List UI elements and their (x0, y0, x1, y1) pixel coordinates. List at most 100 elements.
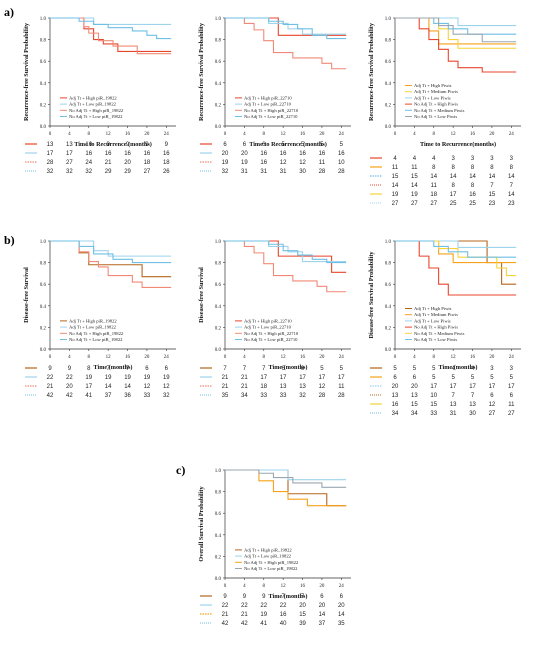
legend-entry: No Adj Tt + Low piR_22710 (244, 114, 298, 119)
survival-curve-6 (395, 240, 517, 258)
risk-count: 6 (393, 375, 397, 381)
risk-count: 14 (105, 384, 112, 390)
risk-count: 34 (392, 411, 399, 417)
legend-entry: Adj Tt + Low piR_19822 (69, 102, 117, 107)
risk-count: 22 (66, 375, 73, 381)
risk-count: 33 (430, 411, 437, 417)
risk-count: 28 (319, 393, 326, 399)
y-tick-label: 0.0 (215, 577, 222, 582)
risk-count: 9 (48, 366, 52, 372)
x-axis-label: Time to Recurrence (months) (249, 141, 327, 148)
y-tick-label: 0.8 (215, 491, 222, 496)
y-tick-label: 0.8 (40, 262, 47, 267)
x-tick-label: 20 (489, 355, 495, 360)
risk-count: 8 (471, 165, 475, 171)
y-tick-label: 0.6 (385, 283, 392, 288)
risk-count: 5 (340, 142, 344, 148)
risk-count: 30 (299, 169, 306, 175)
risk-count: 7 (262, 366, 266, 372)
x-tick-label: 8 (263, 584, 266, 589)
risk-count: 4 (471, 366, 475, 372)
risk-count: 28 (47, 160, 54, 166)
survival-curve-4 (225, 469, 347, 488)
x-tick-label: 16 (125, 355, 131, 360)
risk-count: 7 (126, 366, 130, 372)
risk-count: 41 (260, 621, 267, 627)
y-tick-label: 0.6 (215, 283, 222, 288)
legend-entry: No Adj Tt + High piR_22710 (244, 108, 299, 113)
risk-count: 17 (450, 192, 457, 198)
x-axis-label: Time (months) (269, 364, 308, 371)
risk-count: 19 (241, 160, 248, 166)
y-tick-label: 0.0 (385, 125, 392, 130)
risk-count: 32 (85, 169, 92, 175)
risk-count: 22 (280, 603, 287, 609)
risk-count: 25 (469, 201, 476, 207)
risk-count: 19 (105, 375, 112, 381)
risk-count: 9 (106, 142, 110, 148)
risk-count: 29 (105, 169, 112, 175)
risk-count: 12 (280, 160, 287, 166)
risk-count: 5 (340, 366, 344, 372)
legend-entry: No Adj Tt + Low Piwis (414, 114, 457, 119)
x-tick-label: 4 (413, 132, 416, 137)
survival-curve-4 (225, 17, 347, 40)
survival-curve-3 (50, 17, 172, 55)
risk-count: 32 (163, 393, 170, 399)
risk-count: 16 (280, 151, 287, 157)
risk-count: 26 (163, 169, 170, 175)
risk-count: 5 (281, 142, 285, 148)
x-tick-label: 4 (243, 132, 246, 137)
risk-count: 8 (432, 165, 436, 171)
x-tick-label: 8 (88, 132, 91, 137)
y-tick-label: 0.4 (215, 534, 222, 539)
y-axis-label: Disease-free Survival Probability (368, 251, 375, 339)
risk-count: 8 (471, 183, 475, 189)
risk-count: 7 (510, 183, 514, 189)
risk-count: 14 (489, 174, 496, 180)
risk-count: 6 (145, 366, 149, 372)
chart-panel-5: 0.0 0.2 0.4 0.6 0.8 1.0 0 4 8 12 16 20 24 Time (month… (198, 240, 351, 399)
legend-entry: No Adj Tt + High piR_19822 (69, 108, 124, 113)
y-tick-label: 0.2 (385, 326, 392, 331)
y-tick-label: 1.0 (215, 240, 222, 245)
risk-count: 42 (241, 621, 248, 627)
risk-count: 7 (281, 594, 285, 600)
risk-count: 32 (299, 393, 306, 399)
x-tick-label: 0 (224, 132, 227, 137)
x-tick-label: 20 (319, 132, 325, 137)
risk-count: 12 (319, 384, 326, 390)
risk-count: 8 (87, 366, 91, 372)
risk-count: 17 (280, 375, 287, 381)
legend-entry: Adj Tt + Low piR_19822 (244, 554, 292, 559)
risk-count: 14 (450, 174, 457, 180)
risk-count: 21 (222, 612, 229, 618)
risk-count: 14 (392, 183, 399, 189)
x-tick-label: 4 (68, 355, 71, 360)
risk-count: 12 (299, 160, 306, 166)
y-tick-label: 1.0 (215, 469, 222, 474)
risk-count: 19 (222, 160, 229, 166)
x-tick-label: 20 (144, 132, 150, 137)
risk-count: 21 (105, 160, 112, 166)
y-tick-label: 0.0 (40, 348, 47, 353)
y-tick-label: 0.4 (40, 82, 47, 87)
x-tick-label: 12 (281, 584, 287, 589)
risk-count: 14 (430, 174, 437, 180)
risk-count: 7 (106, 366, 110, 372)
risk-count: 17 (450, 384, 457, 390)
x-tick-label: 16 (470, 355, 476, 360)
legend-entry: Adj Tt + Low Piwis (414, 95, 451, 100)
risk-count: 11 (319, 160, 326, 166)
risk-count: 19 (260, 612, 267, 618)
risk-count: 17 (47, 151, 54, 157)
chart-panel-2: 0.0 0.2 0.4 0.6 0.8 1.0 0 4 8 12 16 20 24 Time to Rec… (198, 17, 351, 175)
risk-count: 27 (411, 201, 418, 207)
legend-entry: No Adj Tt + Medium Piwis (414, 331, 465, 336)
risk-count: 6 (490, 393, 494, 399)
risk-count: 3 (510, 156, 514, 162)
risk-count: 33 (280, 393, 287, 399)
y-axis-label: Recurrence-free Survival Probability (23, 22, 30, 121)
x-tick-label: 12 (451, 355, 457, 360)
risk-count: 20 (299, 603, 306, 609)
